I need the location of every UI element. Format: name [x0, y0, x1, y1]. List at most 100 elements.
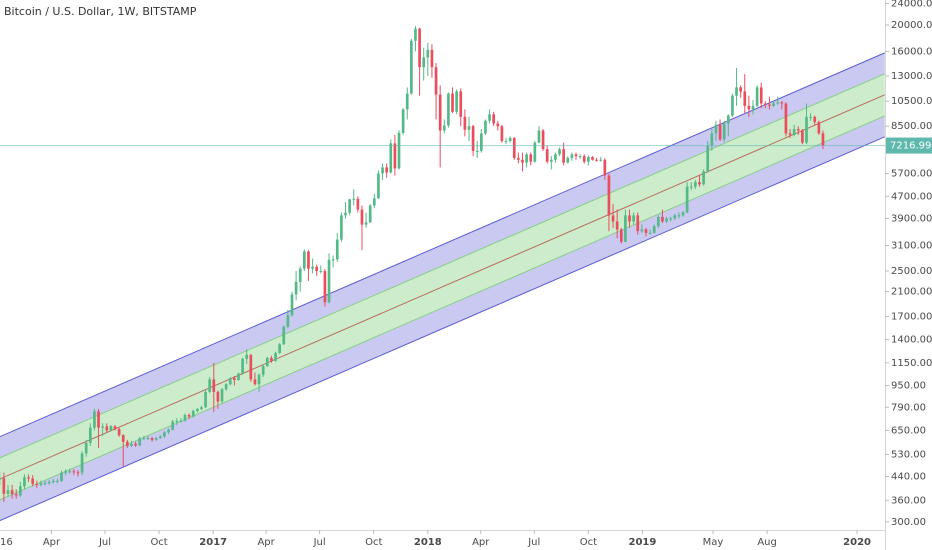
candle-body: [14, 494, 18, 496]
candle-body: [759, 87, 763, 104]
y-tick-label: 530.00: [891, 450, 926, 461]
candle-body: [195, 408, 199, 411]
candle-body: [224, 384, 228, 390]
candle-body: [488, 114, 491, 121]
y-tick-label: 650.00: [891, 425, 926, 436]
candle-body: [566, 157, 570, 163]
last-price-box: [886, 137, 932, 154]
x-tick-label: Jul: [98, 537, 111, 548]
candle-body: [414, 28, 417, 41]
candle-body: [385, 167, 389, 173]
candle-body: [344, 212, 347, 216]
candle-body: [257, 374, 261, 385]
candle-body: [298, 268, 302, 282]
plot-area: [0, 26, 885, 522]
candle-body: [340, 215, 343, 240]
candle-body: [554, 154, 557, 160]
candle-body: [265, 357, 269, 366]
candle-body: [755, 87, 759, 106]
candle-body: [76, 472, 80, 474]
candle-body: [183, 415, 187, 421]
candle-body: [126, 441, 129, 446]
x-tick-label: Oct: [365, 537, 382, 548]
candle-body: [718, 124, 722, 140]
candle-body: [661, 216, 664, 222]
candle-body: [607, 175, 611, 216]
channel-outer-band: [0, 115, 885, 521]
y-tick-label: 1150.00: [891, 358, 932, 369]
y-tick-label: 16000.00: [891, 46, 932, 57]
candle-body: [591, 157, 594, 160]
candle-body: [418, 28, 421, 68]
y-tick-label: 13000.00: [891, 71, 932, 82]
candle-body: [632, 215, 635, 222]
candle-body: [479, 133, 483, 151]
x-tick-label: Apr: [472, 537, 490, 548]
candle-body: [117, 429, 121, 436]
candle-body: [60, 472, 63, 481]
candle-body: [681, 212, 685, 216]
candle-body: [175, 420, 179, 422]
candle-body: [484, 120, 487, 134]
chart-title: Bitcoin / U.S. Dollar, 1W, BITSTAMP: [4, 5, 197, 18]
candle-body: [722, 123, 726, 140]
candle-body: [628, 215, 631, 222]
candle-body: [422, 57, 426, 68]
candle-body: [714, 124, 718, 134]
candle-body: [508, 137, 512, 142]
candle-body: [290, 294, 294, 316]
candle-body: [562, 149, 565, 163]
candle-body: [331, 259, 335, 261]
candle-body: [253, 379, 257, 385]
candle-body: [109, 426, 113, 431]
candle-body: [56, 480, 59, 482]
candle-body: [101, 426, 104, 428]
candle-body: [179, 420, 183, 422]
candle-body: [130, 443, 133, 446]
candle-body: [191, 410, 195, 417]
candle-body: [817, 122, 821, 134]
candle-body: [735, 87, 738, 96]
candle-body: [187, 415, 191, 417]
channel-line: [0, 115, 885, 501]
candle-body: [459, 91, 463, 117]
candle-body: [438, 94, 442, 131]
candle-body: [796, 129, 800, 131]
candle-body: [545, 149, 549, 162]
x-tick-label: Oct: [150, 537, 167, 548]
candle-body: [84, 442, 88, 454]
candle-body: [360, 209, 364, 225]
y-tick-label: 440.00: [891, 472, 926, 483]
candle-body: [768, 104, 771, 106]
candle-body: [228, 378, 232, 385]
candle-body: [200, 407, 203, 409]
candle-body: [154, 438, 158, 440]
candle-body: [669, 218, 673, 220]
x-tick-label: 16: [0, 537, 13, 548]
candle-body: [694, 182, 697, 187]
candle-body: [212, 379, 216, 392]
candle-body: [80, 453, 84, 473]
candle-body: [397, 132, 401, 169]
candle-body: [282, 326, 286, 345]
x-tick-label: Aug: [757, 537, 777, 548]
candle-body: [430, 49, 434, 68]
candle-body: [64, 471, 67, 473]
candle-body: [500, 126, 504, 142]
candle-body: [504, 141, 508, 143]
x-tick-label: 2020: [843, 537, 871, 548]
candle-body: [18, 486, 22, 496]
candle-body: [348, 199, 351, 213]
candle-body: [764, 103, 767, 105]
candle-body: [611, 215, 615, 222]
y-tick-label: 5700.00: [891, 168, 932, 179]
y-tick-label: 360.00: [891, 495, 926, 506]
candle-body: [517, 157, 520, 160]
candle-body: [801, 130, 804, 143]
candle-body: [784, 103, 788, 134]
candle-body: [315, 266, 319, 271]
candle-body: [648, 232, 652, 234]
candle-body: [644, 229, 648, 233]
candle-body: [278, 344, 281, 353]
candle-body: [335, 239, 339, 260]
